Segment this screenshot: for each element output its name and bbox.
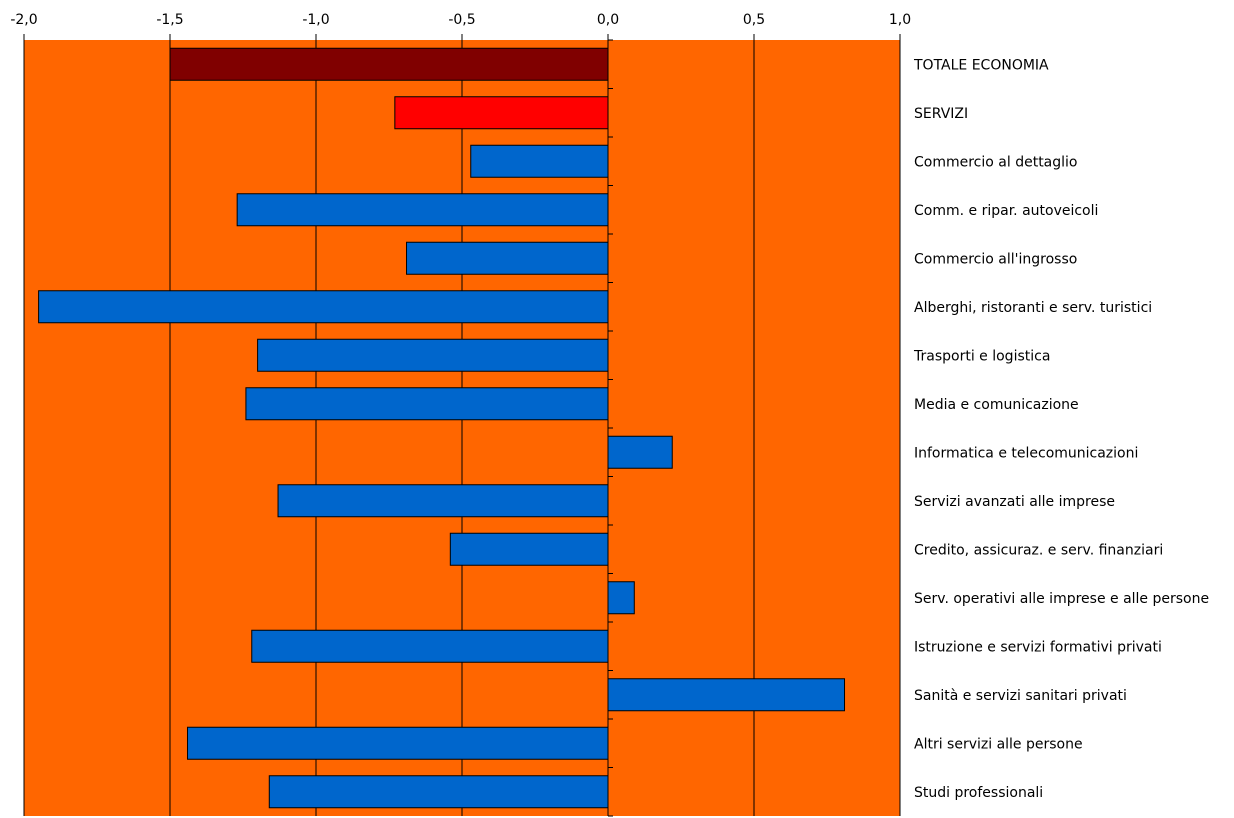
category-label: Trasporti e logistica (913, 348, 1050, 364)
category-label: Sanità e servizi sanitari privati (914, 688, 1127, 704)
bar (236, 193, 609, 227)
x-tick-label: -1,5 (156, 12, 183, 28)
bar (607, 435, 673, 469)
zero-axis (607, 39, 613, 817)
category-label: Studi professionali (914, 785, 1043, 801)
bar (470, 144, 609, 178)
category-label: Credito, assicuraz. e serv. finanziari (914, 542, 1163, 558)
x-axis-ticks: -2,0 -1,5 -1,0 -0,5 0,0 0,5 1,0 (10, 12, 911, 40)
bar (277, 484, 609, 518)
category-label: Commercio al dettaglio (914, 154, 1078, 170)
x-tick-label: -0,5 (448, 12, 475, 28)
bar (607, 581, 635, 615)
category-label: Servizi avanzati alle imprese (914, 494, 1115, 510)
category-label: SERVIZI (914, 106, 968, 122)
category-label: TOTALE ECONOMIA (913, 57, 1049, 73)
bars (38, 47, 846, 809)
x-tick-label: 0,0 (597, 12, 619, 28)
bar (187, 726, 609, 760)
x-tick-label: -1,0 (302, 12, 329, 28)
bar (449, 532, 609, 566)
category-labels: TOTALE ECONOMIA SERVIZI Commercio al detta… (913, 57, 1209, 801)
x-tick-label: 1,0 (889, 12, 911, 28)
bar (257, 338, 609, 372)
category-label: Istruzione e servizi formativi privati (914, 639, 1162, 655)
category-label: Altri servizi alle persone (914, 736, 1083, 752)
category-label: Comm. e ripar. autoveicoli (914, 203, 1098, 219)
x-tick-label: -2,0 (10, 12, 37, 28)
category-label: Informatica e telecomunicazioni (914, 445, 1138, 461)
bar (406, 241, 609, 275)
category-label: Serv. operativi alle imprese e alle pers… (914, 591, 1209, 607)
bar (169, 47, 609, 81)
bar (394, 96, 609, 130)
category-label: Commercio all'ingrosso (914, 251, 1077, 267)
bar (245, 387, 609, 421)
bar (251, 629, 609, 663)
category-label: Alberghi, ristoranti e serv. turistici (914, 300, 1152, 316)
bar (268, 775, 609, 809)
bar (38, 290, 609, 324)
category-label: Media e comunicazione (914, 397, 1079, 413)
x-tick-label: 0,5 (743, 12, 765, 28)
bar (607, 678, 846, 712)
